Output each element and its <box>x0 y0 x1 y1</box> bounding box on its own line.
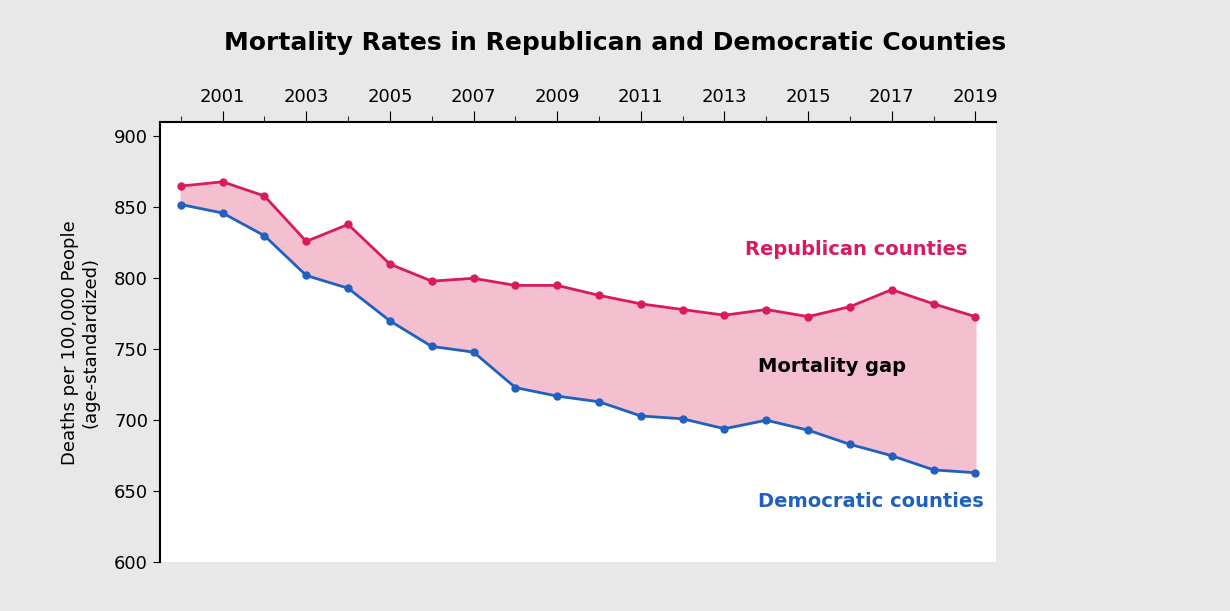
Text: Republican counties: Republican counties <box>745 240 968 260</box>
Y-axis label: Deaths per 100,000 People
(age-standardized): Deaths per 100,000 People (age-standardi… <box>62 220 100 464</box>
Text: Mortality Rates in Republican and Democratic Counties: Mortality Rates in Republican and Democr… <box>224 31 1006 54</box>
Text: Mortality gap: Mortality gap <box>758 357 907 376</box>
Text: Democratic counties: Democratic counties <box>758 492 984 511</box>
